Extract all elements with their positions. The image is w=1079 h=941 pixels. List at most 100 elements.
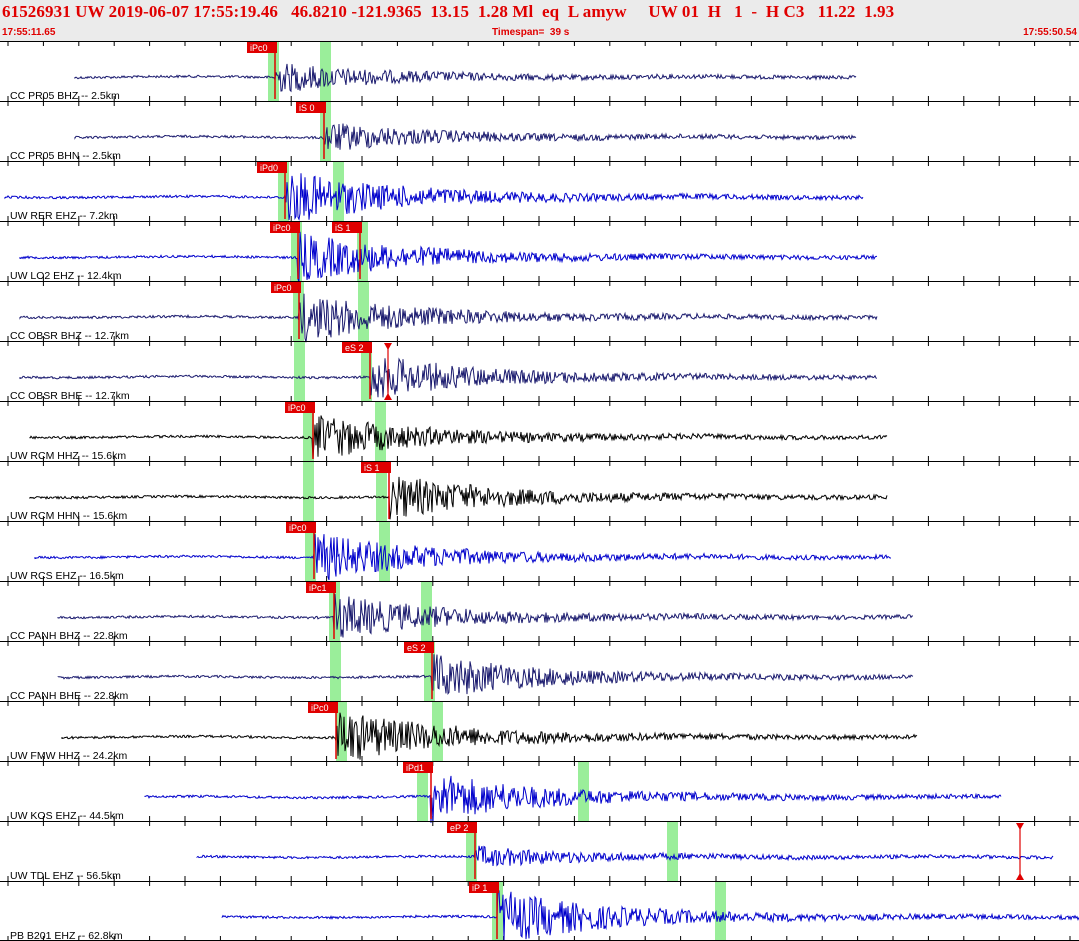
pick-label: iPd1 xyxy=(406,763,424,773)
pick-marker xyxy=(469,882,499,893)
time-window-band xyxy=(379,522,390,581)
time-window-band xyxy=(320,42,331,101)
pick-marker xyxy=(296,102,326,113)
channel-row: iPd0 UW RER EHZ -- 7.2km xyxy=(0,161,1079,222)
time-window-band xyxy=(715,882,726,941)
pick-label: iS 1 xyxy=(364,463,380,473)
time-window-band xyxy=(432,702,443,761)
channel-label: UW LO2 EHZ -- 12.4km xyxy=(10,270,122,282)
time-window-band xyxy=(291,222,302,281)
pick-triangle-icon xyxy=(1016,823,1024,830)
pick-marker xyxy=(403,762,433,773)
waveform-trace xyxy=(144,775,1002,823)
pick-label: iPc0 xyxy=(273,223,291,233)
time-window-band xyxy=(375,402,386,461)
waveform-trace xyxy=(57,593,913,638)
channel-row: iPc0 UW RCS EHZ -- 16.5km xyxy=(0,521,1079,582)
time-window-band xyxy=(417,762,428,821)
pick-marker xyxy=(332,222,362,233)
pick-marker xyxy=(247,42,277,53)
time-window-band xyxy=(303,402,314,461)
pick-label: iPc0 xyxy=(274,283,292,293)
time-window-band xyxy=(424,642,435,701)
time-window-band xyxy=(320,102,331,161)
channel-label: UW RCM HHZ -- 15.6km xyxy=(10,450,126,462)
waveform-trace xyxy=(57,654,914,695)
time-window-band xyxy=(376,462,387,521)
start-time: 17:55:11.65 xyxy=(2,27,56,38)
pick-label: iPc1 xyxy=(309,583,327,593)
pick-label: eS 2 xyxy=(407,643,426,653)
channel-row: iPc0 iS 1 UW LO2 EHZ -- 12.4km xyxy=(0,221,1079,283)
channel-row: iPc0 CC PR05 BHZ -- 2.5km xyxy=(0,41,1079,102)
pick-label: iPc0 xyxy=(289,523,307,533)
channel-row: iPc1 CC PANH BHZ -- 22.8km xyxy=(0,581,1079,642)
pick-marker xyxy=(270,222,300,233)
pick-marker xyxy=(308,702,338,713)
time-window-band xyxy=(421,582,432,641)
channel-label: PB B201 EHZ -- 62.8km xyxy=(10,930,123,941)
waveform-trace xyxy=(61,712,918,760)
pick-label: eP 2 xyxy=(450,823,468,833)
waveform-trace xyxy=(221,888,1079,941)
timespan-label: Timespan= 39 s xyxy=(492,27,570,38)
pick-label: iPd0 xyxy=(260,163,278,173)
time-window-band xyxy=(305,522,316,581)
time-window-band xyxy=(303,462,314,521)
time-window-band xyxy=(357,222,368,281)
pick-label: iPc0 xyxy=(288,403,306,413)
time-window-band xyxy=(578,762,589,821)
pick-marker xyxy=(342,342,372,353)
pick-label: iP 1 xyxy=(472,883,487,893)
channel-row: iPc0 UW RCM HHZ -- 15.6km xyxy=(0,401,1079,462)
time-window-band xyxy=(358,282,369,341)
pick-label: iS 0 xyxy=(299,103,315,113)
pick-label: iS 1 xyxy=(335,223,351,233)
channel-label: CC PR05 BHZ -- 2.5km xyxy=(10,90,120,102)
channel-row: iS 1 UW RCM HHN -- 15.6km xyxy=(0,461,1079,522)
channel-label: CC PR05 BHN -- 2.5km xyxy=(10,150,121,162)
pick-marker xyxy=(306,582,336,593)
channel-label: UW RER EHZ -- 7.2km xyxy=(10,210,118,222)
time-window-band xyxy=(361,342,372,401)
header-bar: 61526931 UW 2019-06-07 17:55:19.46 46.82… xyxy=(0,0,1079,41)
pick-marker xyxy=(447,822,477,833)
channel-label: CC PANH BHZ -- 22.8km xyxy=(10,630,128,642)
time-window-band xyxy=(278,162,289,221)
waveform-trace xyxy=(19,293,878,343)
waveform-trace xyxy=(29,415,888,459)
waveform-trace xyxy=(29,476,888,520)
pick-label: eS 2 xyxy=(345,343,364,353)
channel-row: iPc0 CC OBSR BHZ -- 12.7km xyxy=(0,281,1079,343)
channel-row: iS 0 CC PR05 BHN -- 2.5km xyxy=(0,101,1079,162)
waveform-trace xyxy=(34,534,891,581)
channel-label: UW RCS EHZ -- 16.5km xyxy=(10,570,124,582)
time-window-band xyxy=(667,822,678,881)
channel-row: iP 1 PB B201 EHZ -- 62.8km xyxy=(0,881,1079,941)
waveform-trace xyxy=(19,231,877,283)
seismogram-panel[interactable]: iPc0 CC PR05 BHZ -- 2.5km iS 0 CC PR05 BHN … xyxy=(0,41,1079,941)
pick-triangle-icon xyxy=(384,393,392,400)
channel-row: eP 2 UW TDL EHZ -- 56.5km xyxy=(0,821,1079,882)
end-time: 17:55:50.54 xyxy=(1023,27,1077,38)
channel-row: iPc0 UW FMW HHZ -- 24.2km xyxy=(0,701,1079,762)
pick-marker xyxy=(286,522,316,533)
waveform-trace xyxy=(4,173,864,221)
channel-row: eS 2 CC PANH BHE -- 22.8km xyxy=(0,641,1079,702)
pick-label: iPc0 xyxy=(250,43,268,53)
channel-row: iPd1 UW KOS EHZ -- 44.5km xyxy=(0,761,1079,823)
time-window-band xyxy=(294,342,305,401)
channel-label: UW RCM HHN -- 15.6km xyxy=(10,510,128,522)
waveform-trace xyxy=(74,123,857,150)
channel-label: CC PANH BHE -- 22.8km xyxy=(10,690,128,702)
pick-marker xyxy=(404,642,434,653)
waveform-trace xyxy=(19,357,878,398)
channel-label: UW FMW HHZ -- 24.2km xyxy=(10,750,127,762)
waveform-trace xyxy=(196,845,1054,867)
channel-row: eS 2 CC OBSR BHE -- 12.7km xyxy=(0,341,1079,402)
pick-marker xyxy=(257,162,287,173)
channel-label: CC OBSR BHZ -- 12.7km xyxy=(10,330,129,342)
waveform-trace xyxy=(74,63,857,93)
pick-marker xyxy=(285,402,315,413)
pick-label: iPc0 xyxy=(311,703,329,713)
